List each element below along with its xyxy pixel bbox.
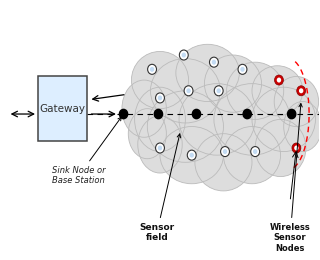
Circle shape [220, 147, 229, 157]
Ellipse shape [274, 76, 319, 127]
Circle shape [251, 147, 260, 157]
Text: Gateway: Gateway [39, 104, 85, 114]
Circle shape [189, 153, 194, 158]
Circle shape [243, 109, 252, 119]
Circle shape [150, 67, 154, 72]
Ellipse shape [147, 91, 223, 162]
Ellipse shape [128, 109, 166, 159]
Ellipse shape [252, 87, 316, 152]
Circle shape [184, 86, 193, 96]
Circle shape [299, 88, 303, 93]
Circle shape [288, 109, 296, 119]
Circle shape [156, 143, 164, 153]
Circle shape [277, 77, 281, 83]
Circle shape [156, 93, 164, 103]
Ellipse shape [176, 44, 239, 101]
Ellipse shape [179, 84, 255, 155]
Circle shape [154, 109, 163, 119]
Circle shape [181, 53, 186, 57]
Ellipse shape [132, 51, 188, 109]
Circle shape [214, 86, 223, 96]
Circle shape [187, 150, 196, 160]
Circle shape [210, 57, 218, 67]
Circle shape [275, 75, 284, 85]
Circle shape [240, 67, 245, 72]
Ellipse shape [160, 127, 223, 184]
Ellipse shape [135, 87, 185, 152]
Ellipse shape [214, 84, 290, 155]
Ellipse shape [122, 80, 166, 137]
Ellipse shape [150, 58, 220, 123]
Ellipse shape [223, 127, 281, 184]
Text: Wireless
Sensor
Nodes: Wireless Sensor Nodes [270, 103, 310, 253]
Circle shape [158, 146, 162, 151]
Circle shape [297, 86, 306, 96]
Circle shape [186, 88, 191, 93]
Circle shape [179, 50, 188, 60]
Ellipse shape [252, 66, 303, 116]
Circle shape [253, 149, 257, 154]
Text: Sensor
field: Sensor field [139, 134, 181, 243]
Circle shape [148, 64, 156, 74]
Ellipse shape [138, 116, 182, 173]
Circle shape [119, 109, 128, 119]
Ellipse shape [227, 62, 284, 119]
Circle shape [192, 109, 201, 119]
FancyBboxPatch shape [38, 76, 87, 141]
Text: Sink Node or
Base Station: Sink Node or Base Station [52, 117, 121, 185]
Circle shape [223, 149, 227, 154]
Ellipse shape [255, 119, 306, 177]
Ellipse shape [195, 134, 252, 191]
Circle shape [158, 95, 162, 100]
Ellipse shape [284, 101, 320, 152]
Circle shape [212, 60, 216, 65]
Circle shape [238, 64, 247, 74]
Ellipse shape [204, 55, 261, 112]
Circle shape [216, 88, 221, 93]
Circle shape [294, 146, 299, 151]
Circle shape [292, 143, 301, 153]
